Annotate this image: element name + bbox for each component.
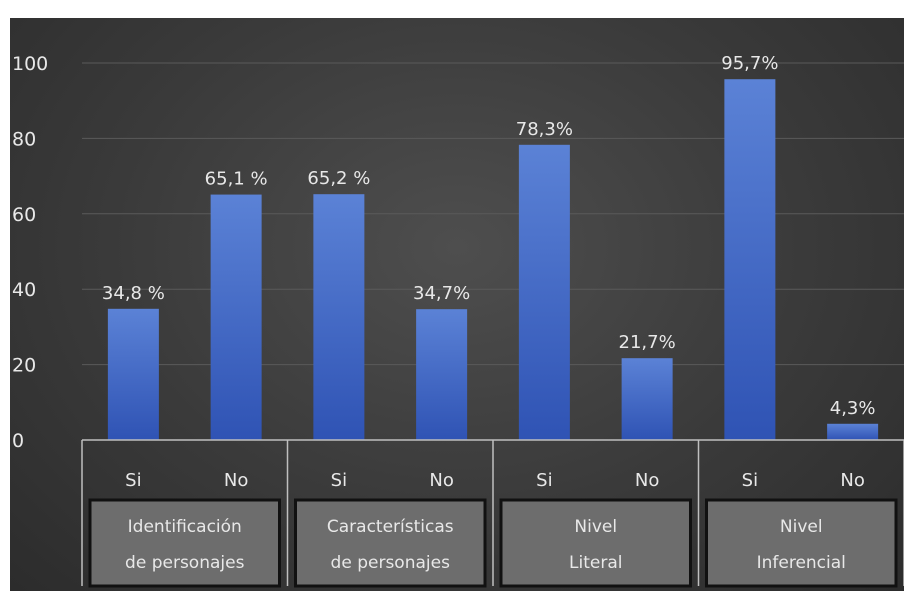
- bar: [827, 423, 879, 440]
- y-tick-label: 40: [12, 279, 36, 301]
- category-label: No: [429, 470, 453, 491]
- group-label: Características: [327, 517, 454, 537]
- data-label: 78,3%: [516, 119, 573, 140]
- category-label: Si: [125, 470, 141, 491]
- bar: [416, 309, 468, 440]
- bar: [518, 144, 570, 440]
- bar: [210, 194, 262, 440]
- y-tick-label: 20: [12, 355, 36, 377]
- group-label: Inferencial: [757, 553, 846, 573]
- group-label: de personajes: [331, 553, 451, 573]
- group-label: Identificación: [128, 517, 242, 537]
- category-label: Si: [536, 470, 552, 491]
- category-label: Si: [331, 470, 347, 491]
- data-label: 34,8 %: [102, 283, 165, 304]
- data-label: 95,7%: [721, 53, 778, 74]
- data-label: 65,1 %: [205, 169, 268, 190]
- group-label-box: [705, 498, 898, 588]
- y-tick-label: 0: [12, 430, 24, 452]
- bar: [724, 79, 776, 440]
- bar: [313, 194, 365, 440]
- category-label: No: [840, 470, 864, 491]
- category-label: No: [635, 470, 659, 491]
- group-label: de personajes: [125, 553, 245, 573]
- category-label: Si: [742, 470, 758, 491]
- y-tick-label: 60: [12, 204, 36, 226]
- data-label: 34,7%: [413, 283, 470, 304]
- bar: [107, 308, 159, 440]
- group-label: Literal: [569, 553, 622, 573]
- top-margin: [0, 0, 904, 18]
- group-label-box: [499, 498, 692, 588]
- group-label: Nivel: [574, 517, 617, 537]
- group-label-box: [294, 498, 487, 588]
- data-label: 4,3%: [830, 398, 876, 419]
- data-label: 21,7%: [619, 332, 676, 353]
- group-label-box: [88, 498, 281, 588]
- group-label: Nivel: [780, 517, 823, 537]
- y-tick-label: 100: [12, 53, 48, 75]
- data-label: 65,2 %: [307, 168, 370, 189]
- y-tick-label: 80: [12, 128, 36, 150]
- left-margin: [0, 0, 10, 591]
- category-label: No: [224, 470, 248, 491]
- bar: [621, 358, 673, 440]
